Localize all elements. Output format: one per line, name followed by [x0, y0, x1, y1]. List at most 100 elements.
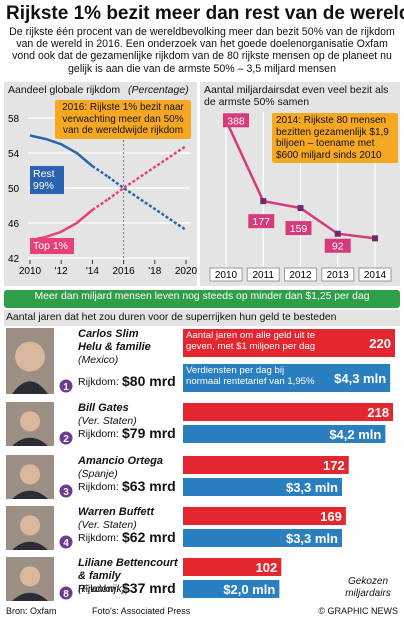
- chart-title: Aandeel globale rijkdom: [8, 84, 121, 96]
- photo-body: [12, 490, 48, 499]
- data-label: $4,2 mln: [329, 427, 381, 442]
- source: Bron: Oxfam: [6, 606, 57, 616]
- wealth-caption: Rijkdom:: [78, 481, 119, 493]
- section-bg: [4, 310, 400, 326]
- person-name: Carlos Slim Helu & familie: [78, 328, 151, 353]
- banner: Meer dan miljard mensen leven nog steeds…: [34, 291, 370, 302]
- chart-title: Aantal miljardairsdat even veel bezit al…: [204, 84, 389, 109]
- x-tick-box: [209, 267, 243, 282]
- point: [334, 230, 341, 237]
- person-name: Liliane Bettencourt & family: [78, 557, 178, 582]
- title: Rijkste 1% bezit meer dan rest van de we…: [6, 3, 404, 24]
- person-name: Amancio Ortega: [78, 455, 163, 467]
- data-label: 102: [256, 560, 278, 575]
- photo-body: [12, 592, 48, 601]
- data-label: 220: [369, 336, 391, 351]
- label-box: [285, 221, 312, 236]
- data-label: 218: [367, 405, 389, 420]
- wealth-caption: Rijkdom:: [78, 376, 119, 388]
- x-tick-label: '12: [55, 266, 68, 277]
- y-tick-label: 54: [8, 149, 20, 160]
- photo-head: [19, 464, 41, 485]
- rank-badge: [58, 534, 74, 550]
- bar: [183, 529, 342, 547]
- photo-body: [12, 541, 48, 550]
- bar: [183, 558, 282, 576]
- rank: 8: [63, 589, 69, 600]
- x-tick-box: [358, 267, 392, 282]
- bar: [183, 478, 342, 496]
- wealth-caption: Rijkdom:: [78, 583, 119, 595]
- wealth-value: $62 mrd: [122, 529, 176, 545]
- projection-connector: [91, 165, 109, 178]
- person-country: (Ver. Staten): [78, 519, 137, 531]
- x-tick-label: '14: [86, 266, 99, 277]
- y-tick-label: 58: [8, 114, 20, 125]
- photo-head: [19, 515, 41, 536]
- rank-badge: [58, 585, 74, 601]
- bar: [183, 507, 346, 525]
- wealth-caption: Rijkdom:: [78, 428, 119, 440]
- projection-series: [107, 175, 187, 232]
- data-label: 169: [320, 509, 342, 524]
- x-tick-label: 2010: [215, 270, 238, 281]
- banner-bg: [4, 290, 400, 308]
- rank: 4: [63, 538, 69, 549]
- data-label: $2,0 mln: [223, 582, 275, 597]
- x-tick-box: [321, 267, 355, 282]
- projection-series: [107, 144, 187, 201]
- y-tick-label: 42: [8, 254, 20, 265]
- rank-badge: [58, 378, 74, 394]
- data-label: 177: [252, 216, 270, 228]
- wealth-value: $37 mrd: [122, 580, 176, 596]
- photo-head: [15, 341, 45, 372]
- data-label: 172: [323, 458, 345, 473]
- line-series: [29, 134, 94, 168]
- bar: [183, 456, 349, 474]
- series-label: Rest 99%: [30, 166, 64, 195]
- legend-entry: Aantal jaren om alle geld uit te geven, …: [186, 330, 316, 352]
- y-tick-label: 50: [8, 184, 20, 195]
- x-tick-label: 2011: [252, 270, 274, 281]
- rank: 1: [63, 382, 69, 393]
- label-box: [248, 214, 275, 229]
- person-name: Warren Buffett: [78, 506, 154, 518]
- person-country: (Spanje): [78, 468, 118, 480]
- photo-body: [12, 381, 48, 394]
- chart-subtitle: (Percentage): [128, 84, 189, 96]
- subtitle: De rijkste één procent van de wereldbevo…: [9, 26, 395, 75]
- legend-entry: Verdiensten per dag bij normaal rentetar…: [186, 365, 315, 387]
- projection-connector: [91, 198, 109, 211]
- photo-credit: Foto's: Associated Press: [92, 606, 191, 616]
- person-country: (Ver. Staten): [78, 415, 137, 427]
- label-box: [223, 113, 249, 128]
- y-tick-label: 46: [8, 219, 20, 230]
- annotation: 2014: Rijkste 80 mensen bezitten gezamen…: [272, 113, 398, 163]
- data-label: $3,3 mln: [286, 480, 338, 495]
- x-tick-box: [284, 267, 317, 282]
- point: [260, 198, 267, 205]
- annotation: 2016: Rijkste 1% bezit naar verwachting …: [55, 100, 191, 139]
- data-label: 388: [227, 115, 245, 127]
- data-label: $4,3 mln: [334, 371, 386, 386]
- person-name: Bill Gates: [78, 402, 129, 414]
- wealth-value: $80 mrd: [122, 373, 176, 389]
- credit: © GRAPHIC NEWS: [318, 606, 398, 616]
- data-label: 92: [332, 241, 344, 253]
- wealth-caption: Rijkdom:: [78, 532, 119, 544]
- person-country: (Mexico): [78, 354, 119, 366]
- point: [297, 205, 304, 212]
- bar: [183, 425, 386, 443]
- x-tick-label: 2016: [112, 266, 135, 277]
- photo-body: [12, 437, 48, 446]
- section-title: Aantal jaren dat het zou duren voor de s…: [6, 312, 337, 323]
- x-tick-label: 2010: [19, 266, 42, 277]
- rank-badge: [58, 483, 74, 499]
- bar: [183, 329, 395, 357]
- x-tick-label: 2012: [289, 270, 312, 281]
- photo-head: [19, 411, 41, 432]
- x-tick-label: '18: [148, 266, 161, 277]
- label-box: [324, 238, 351, 253]
- series-label: Top 1%: [30, 238, 74, 255]
